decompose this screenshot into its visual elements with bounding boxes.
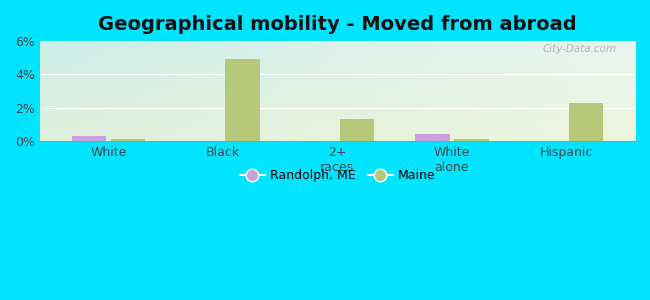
Bar: [415, 134, 450, 141]
Legend: Randolph, ME, Maine: Randolph, ME, Maine: [235, 164, 440, 187]
Title: Geographical mobility - Moved from abroad: Geographical mobility - Moved from abroa…: [98, 15, 577, 34]
Bar: [226, 59, 259, 141]
Bar: [569, 103, 603, 141]
Bar: [340, 119, 374, 141]
Bar: [72, 136, 106, 141]
Bar: [454, 139, 489, 141]
Bar: [111, 139, 145, 141]
Text: City-Data.com: City-Data.com: [543, 44, 617, 54]
